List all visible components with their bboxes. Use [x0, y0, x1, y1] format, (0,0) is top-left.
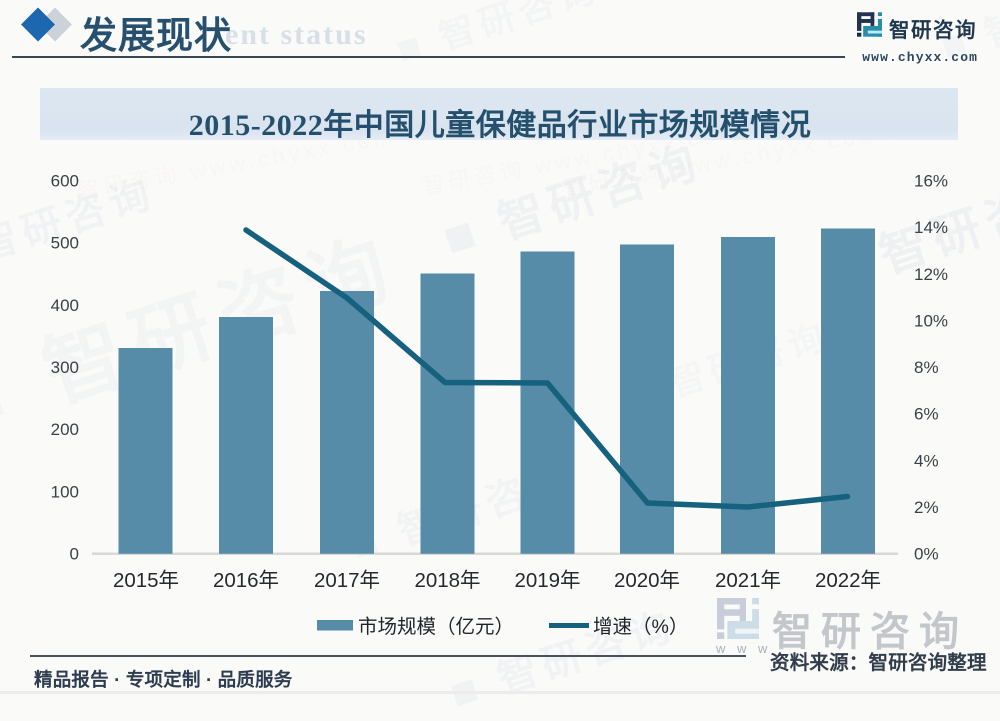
svg-text:2015年: 2015年 [113, 569, 179, 592]
svg-text:400: 400 [51, 296, 79, 315]
svg-text:2021年: 2021年 [715, 569, 781, 592]
svg-text:12%: 12% [914, 265, 948, 284]
svg-text:4%: 4% [914, 451, 939, 470]
svg-text:增速（%）: 增速（%） [593, 616, 688, 638]
svg-text:200: 200 [51, 420, 79, 439]
svg-text:2017年: 2017年 [314, 569, 380, 592]
svg-text:600: 600 [51, 172, 79, 191]
svg-text:2018年: 2018年 [414, 569, 480, 592]
svg-text:2019年: 2019年 [514, 569, 580, 592]
svg-text:10%: 10% [914, 311, 948, 330]
svg-text:100: 100 [51, 482, 79, 501]
svg-text:2020年: 2020年 [614, 569, 680, 592]
svg-text:8%: 8% [914, 358, 939, 377]
svg-text:0: 0 [70, 545, 79, 564]
svg-text:6%: 6% [914, 405, 939, 424]
svg-text:2%: 2% [914, 498, 939, 517]
svg-text:0%: 0% [914, 545, 939, 564]
svg-text:500: 500 [51, 234, 79, 253]
svg-text:300: 300 [51, 358, 79, 377]
svg-text:16%: 16% [914, 172, 948, 191]
svg-text:市场规模（亿元）: 市场规模（亿元） [358, 616, 514, 638]
svg-text:2022年: 2022年 [815, 569, 881, 592]
svg-text:2016年: 2016年 [213, 569, 279, 592]
svg-text:14%: 14% [914, 218, 948, 237]
